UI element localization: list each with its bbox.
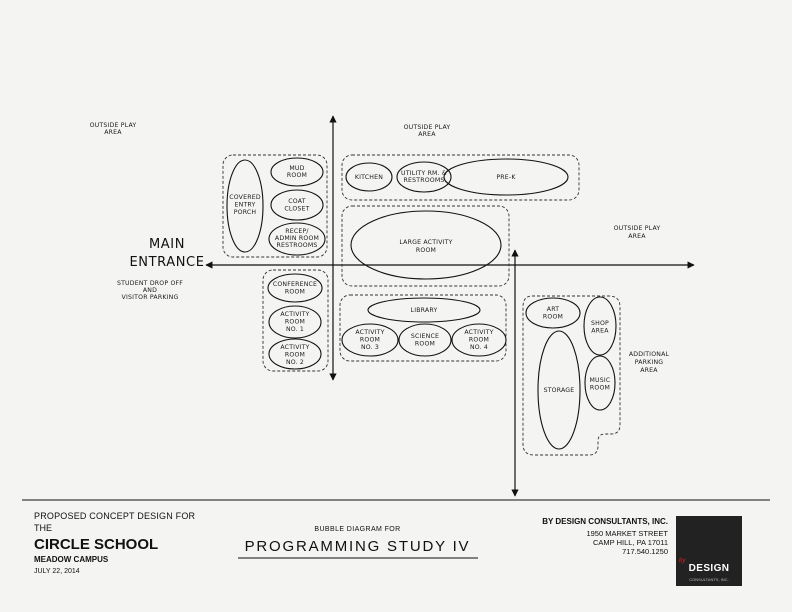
bubble-covered-entry-porch <box>226 159 264 253</box>
bubble-kitchen <box>345 162 393 192</box>
library-group-outline <box>339 294 507 362</box>
room-label-activity-2: ACTIVITY ROOM NO. 2 <box>280 344 309 366</box>
bubble-large-activity <box>350 210 502 280</box>
firm-logo: by DESIGN CONSULTANTS, INC. <box>676 516 742 586</box>
logo-by-text: by <box>679 558 686 564</box>
room-label-utility: UTILITY RM. & RESTROOMS <box>401 170 447 184</box>
firm-phone: 717.540.1250 <box>622 547 668 556</box>
firm-address-2: CAMP HILL, PA 17011 <box>592 538 668 547</box>
bubble-music-room <box>584 355 616 411</box>
project-line-1: PROPOSED CONCEPT DESIGN FOR <box>34 511 196 521</box>
bubble-coat-closet <box>270 189 324 221</box>
bubble-art-room <box>525 297 581 329</box>
room-label-music-room: MUSIC ROOM <box>590 377 611 392</box>
school-name: CIRCLE SCHOOL <box>34 536 159 553</box>
drawing-subtitle: BUBBLE DIAGRAM FOR <box>314 526 401 533</box>
additional-parking-label: ADDITIONAL PARKING AREA <box>629 351 670 374</box>
campus-name: MEADOW CAMPUS <box>34 555 109 564</box>
room-label-science: SCIENCE ROOM <box>411 333 439 348</box>
room-label-large-activity: LARGE ACTIVITY ROOM <box>399 239 452 254</box>
room-label-activity-3: ACTIVITY ROOM NO. 3 <box>355 329 384 351</box>
conference-group-outline <box>262 269 329 372</box>
room-label-pre-k: PRE-K <box>496 174 516 181</box>
bubble-library <box>367 297 481 323</box>
logo-wordmark: DESIGN <box>688 563 730 574</box>
bubble-mud-room <box>270 157 324 187</box>
bubble-utility <box>396 161 452 193</box>
logo-subtext: CONSULTANTS, INC. <box>689 577 729 582</box>
entry-group-outline <box>222 154 328 258</box>
art-group-outline <box>522 295 621 456</box>
bubble-activity-3 <box>341 323 399 357</box>
bubble-conference <box>267 273 323 303</box>
outside-play-top: OUTSIDE PLAY AREA <box>404 124 451 138</box>
room-label-conference: CONFERENCE ROOM <box>273 281 317 296</box>
bubble-pre-k <box>443 158 569 196</box>
room-label-art-room: ART ROOM <box>543 306 563 321</box>
firm-address-1: 1950 MARKET STREET <box>586 529 668 538</box>
room-label-storage: STORAGE <box>544 387 575 394</box>
bubble-storage <box>537 330 581 450</box>
drawing-date: JULY 22, 2014 <box>34 568 80 575</box>
room-label-kitchen: KITCHEN <box>355 174 383 181</box>
room-label-activity-4: ACTIVITY ROOM NO. 4 <box>464 329 493 351</box>
drawing-title: PROGRAMMING STUDY IV <box>244 538 471 555</box>
bubble-activity-4 <box>451 323 507 357</box>
main-entrance-label: MAIN ENTRANCE <box>129 237 204 270</box>
room-label-coat-closet: COAT CLOSET <box>284 198 309 213</box>
student-drop-off-label: STUDENT DROP OFF AND VISITOR PARKING <box>117 280 183 301</box>
bubble-activity-2 <box>268 338 322 370</box>
room-label-shop-area: SHOP AREA <box>591 320 609 335</box>
large-activity-group-outline <box>341 205 510 287</box>
room-label-library: LIBRARY <box>411 307 438 314</box>
room-label-mud-room: MUD ROOM <box>287 165 307 179</box>
bubble-recep-admin <box>268 222 326 256</box>
kitchen-group-outline <box>341 154 580 201</box>
bubble-shop-area <box>583 296 617 356</box>
room-label-activity-1: ACTIVITY ROOM NO. 1 <box>280 311 309 333</box>
bubble-science <box>398 323 452 357</box>
firm-name: BY DESIGN CONSULTANTS, INC. <box>542 517 668 526</box>
project-line-2: THE <box>34 523 52 533</box>
room-label-recep-admin: RECEP/ADMIN ROOM RESTROOMS <box>275 228 319 249</box>
room-label-covered-entry-porch: COVERED ENTRY PORCH <box>229 194 261 216</box>
outside-play-right: OUTSIDE PLAY AREA <box>614 225 661 240</box>
bubble-activity-1 <box>268 305 322 339</box>
outside-play-left: OUTSIDE PLAY AREA <box>90 122 137 136</box>
